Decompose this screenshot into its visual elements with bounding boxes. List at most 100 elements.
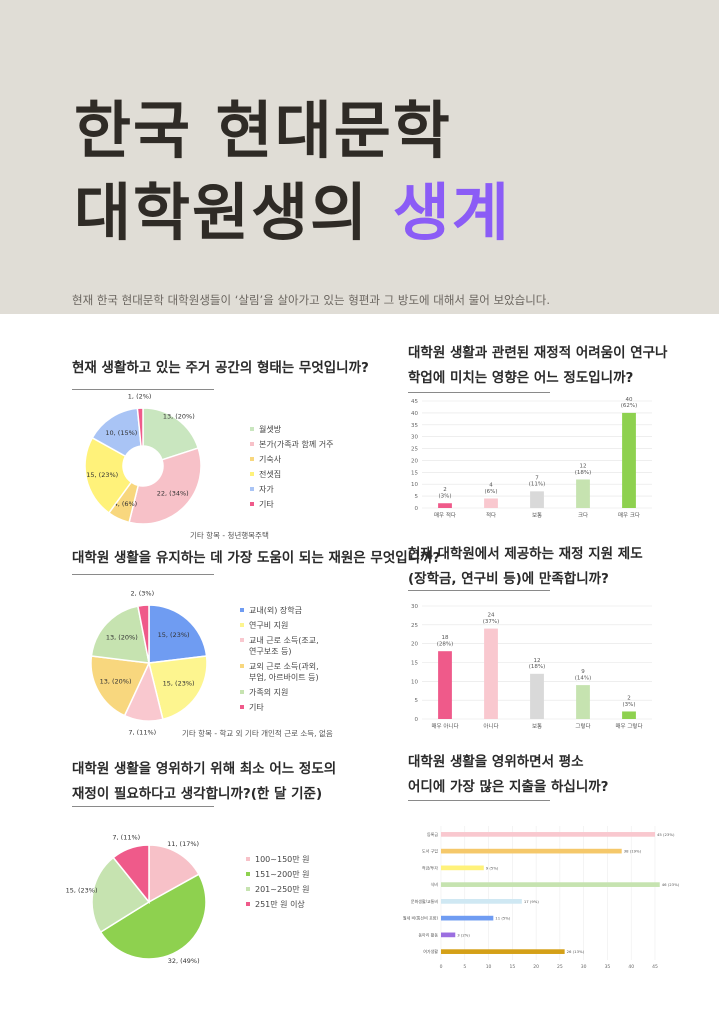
legend-item: 251만 원 이상 — [246, 899, 310, 910]
bar-impact-4 — [622, 412, 636, 508]
x-tick-label: 20 — [533, 964, 539, 970]
x-tick-label: 40 — [628, 964, 634, 970]
legend-label: 가족의 지원 — [249, 688, 289, 697]
legend-label: 교외 근로 소득(과외, 부업, 아르바이트 등) — [249, 662, 319, 682]
legend-label: 연구비 지원 — [249, 621, 289, 630]
bar-data-label: 2 (3%) — [622, 695, 635, 707]
y-tick-label: 25 — [411, 623, 418, 629]
x-tick-label: 25 — [557, 964, 563, 970]
budget-legend: 100~150만 원 151~200만 원 201~250만 원 251만 원 이상 — [246, 854, 310, 914]
legend-swatch — [246, 857, 250, 861]
question-budget: 대학원 생활을 영위하기 위해 최소 어느 정도의 재정이 필요하다고 생각합니… — [72, 757, 336, 807]
bar-data-label: 17 (9%) — [524, 899, 540, 904]
legend-swatch — [240, 705, 244, 709]
question-line: 어디에 가장 많은 지출을 하십니까? — [408, 779, 609, 795]
legend-item: 기숙사 — [250, 454, 333, 465]
legend-item: 가족의 지원 — [240, 687, 320, 698]
bar-data-label: 26 (13%) — [567, 949, 585, 954]
bar-spending-3 — [441, 882, 660, 887]
pie-data-label: 15, (23%) — [163, 679, 195, 687]
question-line: 대학원 생활을 영위하면서 평소 — [408, 754, 584, 770]
y-tick-label: 5 — [415, 494, 419, 500]
pie-slice-resources-4 — [90, 605, 150, 664]
bar-data-label: 9 (5%) — [486, 865, 499, 870]
y-tick-label: 0 — [415, 506, 419, 512]
pie-slice-housing-5 — [136, 407, 144, 447]
divider — [408, 590, 550, 591]
question-spending: 대학원 생활을 영위하면서 평소 어디에 가장 많은 지출을 하십니까? — [408, 750, 609, 800]
question-line: 학업에 미치는 영향은 어느 정도입니까? — [408, 370, 634, 386]
pie-data-label: 13, (20%) — [106, 634, 138, 642]
pie-data-label: 15, (23%) — [86, 471, 118, 479]
legend-swatch — [246, 887, 250, 891]
title-accent: 생계 — [392, 176, 511, 249]
pie-data-label: 1, (2%) — [128, 392, 152, 400]
bar-impact-2 — [530, 491, 544, 508]
y-tick-label: 동아리 활동 — [418, 931, 438, 937]
bar-spending-0 — [441, 832, 655, 837]
x-tick-label: 10 — [486, 964, 492, 970]
y-tick-label: 10 — [411, 679, 418, 685]
x-tick-label: 5 — [463, 964, 466, 970]
legend-item: 월셋방 — [250, 424, 333, 435]
y-tick-label: 15 — [411, 661, 418, 667]
y-tick-label: 여가생활 — [423, 948, 438, 954]
y-tick-label: 도서 구입 — [422, 848, 438, 854]
bar-impact-0 — [438, 503, 452, 508]
pie-data-label: 11, (17%) — [167, 840, 199, 848]
pie-slice-resources-3 — [90, 655, 151, 717]
pie-slice-budget-1 — [99, 873, 207, 960]
legend-item: 전셋집 — [250, 469, 333, 480]
bar-data-label: 40 (62%) — [621, 397, 638, 409]
divider — [72, 574, 214, 575]
bar-spending-7 — [441, 949, 565, 954]
legend-swatch — [240, 638, 244, 642]
legend-swatch — [250, 472, 254, 476]
pie-data-label: 4, (6%) — [114, 500, 138, 508]
y-tick-label: 문화생활/교통비 — [411, 898, 438, 904]
y-tick-label: 등록금 — [427, 831, 438, 837]
x-tick-label: 35 — [605, 964, 611, 970]
bar-data-label: 2 (3%) — [438, 487, 451, 499]
y-tick-label: 15 — [411, 470, 418, 476]
pie-slice-budget-3 — [112, 844, 150, 905]
question-line: 현재 생활하고 있는 주거 공간의 형태는 무엇입니까? — [72, 360, 369, 376]
legend-label: 251만 원 이상 — [255, 900, 305, 909]
pie-slice-resources-0 — [148, 604, 208, 664]
question-housing: 현재 생활하고 있는 주거 공간의 형태는 무엇입니까? — [72, 356, 369, 381]
bar-data-label: 12 (18%) — [529, 658, 546, 670]
y-tick-label: 20 — [411, 642, 418, 648]
legend-swatch — [250, 442, 254, 446]
bar-impact-3 — [576, 479, 590, 508]
pie-slice-budget-0 — [148, 844, 200, 904]
legend-label: 자가 — [259, 485, 274, 494]
legend-label: 201~250만 원 — [255, 885, 310, 894]
x-tick-label: 아니다 — [483, 722, 498, 730]
legend-swatch — [250, 427, 254, 431]
bar-impact-1 — [484, 498, 498, 508]
legend-item: 본가(가족과 함께 거주 — [250, 439, 333, 450]
bar-data-label: 11 (5%) — [495, 916, 511, 921]
pie-data-label: 10, (15%) — [105, 429, 137, 437]
divider — [72, 806, 214, 807]
divider — [408, 392, 550, 393]
x-tick-label: 매우 아니다 — [431, 722, 458, 730]
pie-slice-housing-0 — [142, 407, 200, 461]
y-tick-label: 20 — [411, 458, 418, 464]
x-tick-label: 보통 — [532, 723, 542, 730]
x-tick-label: 15 — [509, 964, 515, 970]
bar-data-label: 9 (14%) — [575, 669, 592, 681]
legend-label: 기숙사 — [259, 455, 282, 464]
x-tick-label: 보통 — [532, 512, 542, 519]
x-tick-label: 매우 적다 — [434, 511, 456, 519]
legend-item: 자가 — [250, 484, 333, 495]
bar-data-label: 12 (18%) — [575, 463, 592, 475]
legend-item: 연구비 지원 — [240, 620, 320, 631]
pie-data-label: 2, (3%) — [130, 590, 154, 598]
x-tick-label: 0 — [440, 964, 443, 970]
x-tick-label: 크다 — [578, 511, 588, 519]
y-tick-label: 35 — [411, 423, 418, 429]
question-line: 대학원 생활을 영위하기 위해 최소 어느 정도의 — [72, 761, 337, 777]
legend-swatch — [246, 902, 250, 906]
question-line: 현재 대학원에서 제공하는 재정 지원 제도 — [408, 546, 643, 562]
